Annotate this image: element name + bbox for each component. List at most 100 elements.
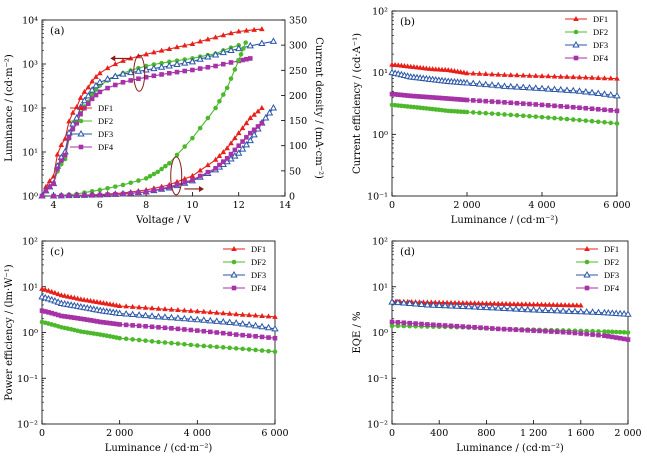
- panel-1-x-tick-label: 6: [97, 200, 103, 211]
- panel-1-data-point: [189, 40, 196, 46]
- panel-1-data-point: [220, 159, 226, 164]
- panel-4-data-point: [507, 327, 513, 332]
- panel-1-data-point: [70, 109, 76, 115]
- panel-4-data-point: [423, 300, 432, 308]
- panel-1-data-point: [51, 181, 56, 186]
- panel-3-data-point: [123, 322, 129, 328]
- panel-4-data-point: [419, 321, 424, 327]
- panel-3-data-point: [175, 307, 181, 313]
- panel-1-data-point: [157, 63, 166, 70]
- panel-4-data-point: [499, 300, 505, 306]
- panel-2-y-tick-label: 10⁻¹: [367, 192, 388, 203]
- panel-4-data-point: [442, 323, 448, 328]
- panel-2-data-point: [545, 115, 551, 120]
- panel-2-data-point: [461, 97, 467, 103]
- panel-3-data-point: [271, 324, 279, 332]
- panel-1-data-point: [213, 105, 218, 111]
- panel-4-data-point: [571, 307, 579, 315]
- panel-1-data-point: [66, 135, 72, 140]
- panel-4-data-point: [400, 299, 408, 306]
- panel-3-x-tick-label: 6 000: [261, 428, 288, 439]
- panel-2-data-point: [489, 71, 495, 77]
- panel-2-data-point: [520, 101, 526, 106]
- panel-4-legend-label: DF4: [604, 283, 620, 293]
- panel-1-data-point: [182, 68, 188, 74]
- panel-2-data-point: [583, 118, 589, 123]
- panel-1-y-tick-label: 10³: [22, 60, 38, 71]
- panel-1-data-point: [58, 193, 64, 199]
- panel-4-legend-item-df3: DF3: [576, 270, 619, 280]
- panel-4-data-point: [507, 300, 513, 306]
- panel-1-data-point: [174, 44, 180, 50]
- panel-1-data-point: [240, 139, 245, 144]
- panel-2-data-point: [608, 108, 614, 113]
- panel-2-data-point: [395, 92, 401, 97]
- panel-2-data-point: [575, 87, 584, 94]
- panel-2-data-point: [557, 73, 564, 79]
- panel-2-data-point: [558, 116, 564, 121]
- panel-4-data-point: [441, 301, 449, 309]
- panel-1-data-point: [250, 130, 258, 138]
- panel-1-data-point: [151, 73, 157, 79]
- panel-4-data-point: [470, 303, 479, 310]
- panel-4-data-point: [519, 327, 525, 333]
- panel-4-data-point: [608, 309, 616, 316]
- panel-4-data-point: [503, 300, 509, 306]
- panel-2-data-point: [520, 113, 526, 119]
- panel-3-data-point: [91, 318, 97, 324]
- panel-2-data-point: [402, 92, 407, 98]
- panel-3-data-point: [220, 345, 226, 350]
- panel-1-data-point: [174, 152, 180, 158]
- panel-2-data-point: [539, 73, 545, 79]
- panel-2-data-point: [594, 89, 602, 96]
- panel-3-legend-label: DF1: [251, 244, 266, 254]
- panel-4-data-point: [484, 325, 489, 331]
- panel-1-data-point: [104, 65, 111, 71]
- panel-3-data-point: [220, 310, 227, 316]
- panel-1-data-point: [240, 57, 245, 63]
- panel-3-x-tick-label: 0: [39, 428, 45, 439]
- panel-4-data-point: [453, 302, 461, 309]
- panel-4-data-point: [448, 323, 454, 329]
- panel-3-data-point: [169, 326, 174, 331]
- panel-4-data-point: [406, 299, 414, 307]
- panel-4-data-point: [621, 330, 627, 335]
- panel-4-data-point: [617, 335, 623, 341]
- panel-1-data-point: [77, 94, 84, 100]
- panel-1-data-point: [159, 72, 164, 77]
- panel-3-data-point: [169, 340, 174, 346]
- panel-1-data-point: [112, 82, 118, 88]
- panel-4-data-point: [436, 322, 442, 328]
- panel-2-data-point: [589, 118, 595, 124]
- panel-4-data-point: [534, 301, 541, 307]
- panel-4-data-point: [542, 301, 549, 307]
- panel-4-data-point: [583, 308, 591, 315]
- panel-1-data-point: [78, 111, 83, 117]
- panel-4-series-df4: [389, 319, 631, 342]
- panel-2-data-point: [452, 96, 457, 102]
- panel-1-data-point: [269, 103, 278, 111]
- panel-1-data-point: [242, 140, 251, 148]
- panel-3-data-point: [156, 324, 161, 330]
- panel-3-data-point: [232, 319, 240, 326]
- panel-3-data-point: [193, 315, 201, 323]
- panel-2-data-point: [600, 90, 609, 97]
- panel-4-data-point: [621, 336, 627, 342]
- panel-1-data-point: [239, 125, 246, 131]
- panel-1-data-point: [136, 76, 141, 82]
- panel-4-data-point: [512, 305, 520, 312]
- panel-1-data-point: [74, 193, 80, 198]
- panel-1-data-point: [127, 68, 135, 76]
- panel-2-data-point: [430, 95, 435, 100]
- panel-3-data-point: [188, 307, 194, 313]
- panel-3-data-point: [233, 332, 239, 337]
- panel-2-data-point: [508, 112, 514, 118]
- panel-3-data-point: [61, 292, 68, 298]
- panel-3-series-df3: [38, 292, 279, 332]
- panel-3-data-point: [142, 304, 149, 310]
- panel-2-data-point: [502, 112, 507, 117]
- panel-1-data-point: [232, 67, 238, 72]
- panel-2-data-point: [470, 70, 477, 76]
- panel-1-data-point: [96, 78, 104, 85]
- panel-1-data-point: [128, 78, 134, 83]
